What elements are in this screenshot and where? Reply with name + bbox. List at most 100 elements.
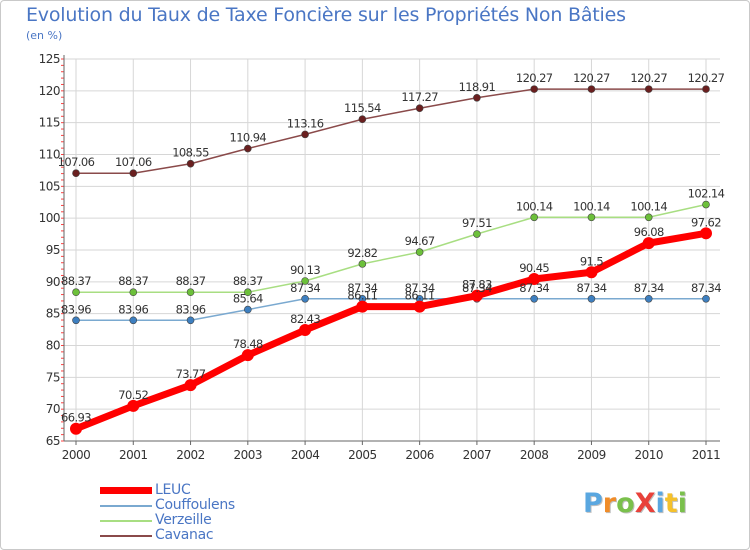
x-tick-label: 2005 (348, 448, 377, 462)
data-label: 70.52 (118, 388, 148, 402)
data-label: 87.34 (290, 281, 320, 295)
series-line-leuc (72, 229, 710, 433)
y-tick-label: 115 (39, 116, 60, 130)
data-label: 87.83 (462, 278, 492, 292)
data-label: 118.91 (459, 80, 496, 94)
series-line-couffoulens (75, 298, 707, 322)
data-point (530, 294, 538, 303)
data-point (244, 305, 252, 314)
data-point (301, 277, 309, 285)
y-tick-label: 105 (39, 179, 60, 193)
data-label: 100.14 (516, 199, 553, 213)
data-label: 87.34 (634, 281, 664, 295)
data-point (702, 294, 710, 303)
y-tick-label: 85 (46, 307, 60, 321)
data-label: 86.11 (405, 289, 435, 303)
legend-label: Couffoulens (155, 497, 235, 513)
legend-label: LEUC (155, 482, 191, 498)
logo-letter: r (602, 488, 617, 519)
data-point (415, 104, 424, 113)
y-tick-label: 100 (39, 211, 60, 225)
y-tick-label: 80 (46, 339, 60, 353)
y-tick-label: 95 (46, 243, 60, 257)
x-tick-label: 2011 (692, 448, 721, 462)
legend-label: Verzeille (155, 512, 212, 528)
data-point (186, 288, 195, 297)
data-label: 97.51 (462, 216, 492, 230)
data-label: 83.96 (176, 302, 206, 316)
x-tick-label: 2008 (520, 448, 549, 462)
legend-swatch (100, 535, 152, 537)
data-label: 100.14 (630, 199, 667, 213)
data-label: 87.34 (576, 281, 606, 295)
data-point (473, 93, 481, 102)
data-label: 87.34 (691, 281, 721, 295)
data-point (356, 300, 369, 313)
y-tick-label: 125 (39, 52, 60, 66)
chart-legend: LEUC Couffoulens Verzeille Cavanac (100, 482, 400, 544)
data-point (244, 288, 252, 297)
data-point (72, 316, 80, 325)
data-point (587, 213, 596, 222)
data-point (528, 272, 541, 285)
logo-letter: o (616, 488, 635, 519)
logo-letter: X (634, 488, 656, 519)
logo-letter: i (655, 488, 665, 519)
legend-item: LEUC (100, 482, 400, 499)
x-tick-label: 2002 (176, 448, 205, 462)
data-label: 66.93 (61, 411, 91, 425)
data-point (587, 294, 596, 303)
data-point (241, 349, 254, 362)
x-tick-label: 2006 (405, 448, 434, 462)
x-tick-label: 2004 (291, 448, 320, 462)
data-label: 102.14 (688, 187, 725, 201)
data-label: 107.06 (115, 155, 152, 169)
series-line-verzeille (75, 203, 707, 293)
logo-letter: P (583, 488, 603, 519)
data-point (129, 316, 138, 325)
data-label: 87.34 (519, 281, 549, 295)
data-label: 92.82 (347, 246, 377, 260)
data-point (301, 130, 309, 139)
legend-label: Cavanac (155, 527, 214, 543)
data-label: 100.14 (573, 199, 610, 213)
data-label: 82.43 (290, 312, 320, 326)
logo-letter: t (664, 488, 678, 519)
data-point (644, 85, 653, 93)
y-tick-label: 110 (39, 148, 60, 162)
data-point (129, 169, 138, 178)
data-label: 107.06 (58, 155, 95, 169)
x-tick-label: 2010 (634, 448, 663, 462)
data-point (644, 294, 653, 303)
proxiti-logo: ProXiti (583, 488, 687, 519)
legend-item: Couffoulens (100, 497, 400, 514)
data-label: 73.77 (176, 367, 206, 381)
data-label: 117.27 (401, 90, 438, 104)
data-label: 83.96 (61, 302, 91, 316)
data-label: 120.27 (630, 71, 667, 85)
data-label: 120.27 (688, 71, 725, 85)
data-point (413, 300, 426, 313)
data-point (301, 294, 309, 303)
data-label: 108.55 (172, 146, 209, 160)
y-tick-label: 75 (46, 370, 60, 384)
data-label: 88.37 (176, 274, 206, 288)
data-label: 97.62 (691, 215, 721, 229)
data-point (184, 379, 197, 392)
data-point (530, 85, 538, 93)
data-point (299, 324, 312, 337)
data-label: 94.67 (405, 234, 435, 248)
data-point (415, 248, 424, 256)
data-label: 83.96 (118, 302, 148, 316)
data-point (129, 288, 138, 297)
legend-item: Cavanac (100, 527, 400, 544)
data-label: 120.27 (573, 71, 610, 85)
data-label: 113.16 (287, 116, 324, 130)
data-point (244, 144, 252, 153)
data-label: 91.5 (580, 254, 603, 268)
data-point (358, 260, 367, 268)
data-label: 78.48 (233, 337, 263, 351)
x-tick-label: 2003 (234, 448, 263, 462)
